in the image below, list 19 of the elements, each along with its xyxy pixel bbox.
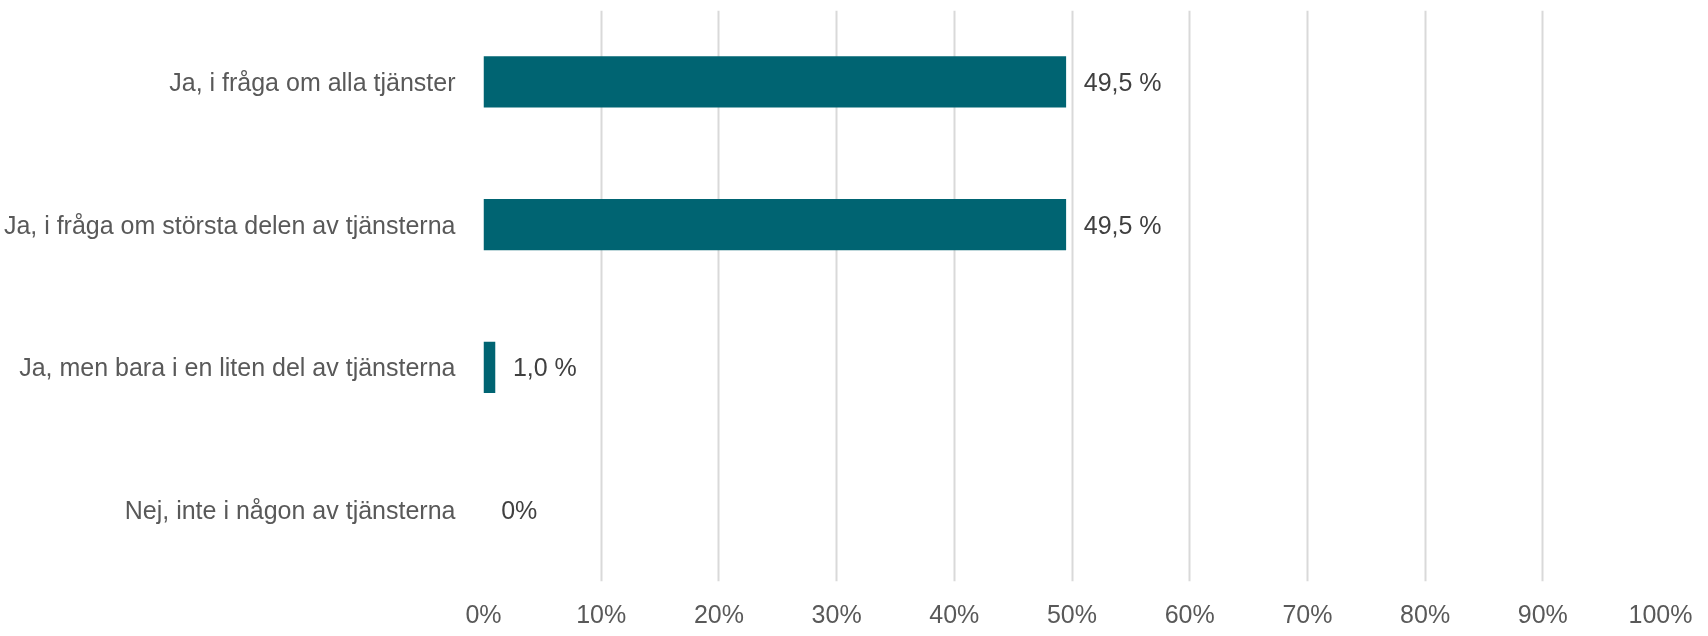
x-tick-label: 10% (576, 599, 627, 628)
x-tick-label: 20% (693, 599, 744, 628)
x-tick-label: 60% (1164, 599, 1215, 628)
y-tick-label: Ja, i fråga om största delen av tjänsterna (3, 210, 456, 239)
x-tick-label: 100% (1628, 599, 1693, 628)
x-tick-label: 90% (1517, 599, 1568, 628)
x-tick-label: 70% (1282, 599, 1333, 628)
x-tick-label: 30% (811, 599, 862, 628)
data-label: 49,5 % (1083, 210, 1162, 239)
data-label: 0% (501, 496, 538, 525)
x-tick-label: 40% (929, 599, 980, 628)
y-tick-label: Nej, inte i någon av tjänsterna (124, 496, 456, 525)
data-label: 49,5 % (1083, 67, 1162, 96)
y-tick-label: Ja, men bara i en liten del av tjänsterna (19, 353, 456, 382)
y-tick-label: Ja, i fråga om alla tjänster (169, 67, 456, 96)
data-label: 1,0 % (512, 353, 577, 382)
x-tick-label: 50% (1046, 599, 1098, 628)
x-tick-label: 80% (1400, 599, 1451, 628)
x-tick-label: 0% (465, 599, 502, 628)
